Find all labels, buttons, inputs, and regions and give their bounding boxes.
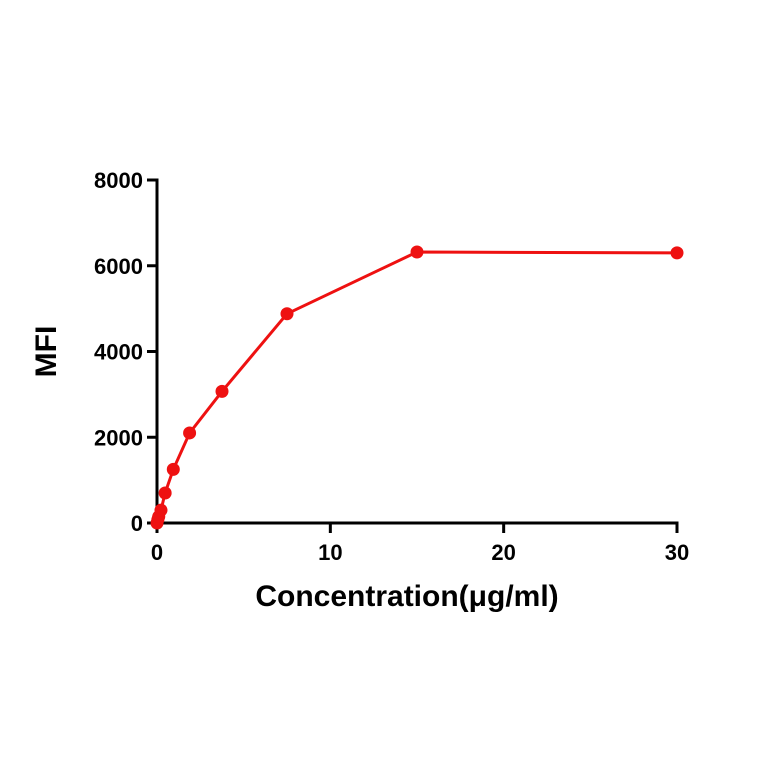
x-tick-label: 10 bbox=[318, 540, 342, 565]
x-tick-label: 20 bbox=[491, 540, 515, 565]
x-axis-title: Concentration(μg/ml) bbox=[255, 580, 558, 613]
series-line bbox=[155, 250, 678, 524]
y-tick-label: 2000 bbox=[94, 425, 143, 450]
axes bbox=[155, 178, 679, 525]
x-tick-label: 0 bbox=[151, 540, 163, 565]
data-point bbox=[670, 246, 684, 260]
y-tick-label: 4000 bbox=[94, 340, 143, 365]
y-ticks: 0 2000 4000 6000 8000 bbox=[94, 168, 157, 536]
y-tick-label: 6000 bbox=[94, 254, 143, 279]
data-point bbox=[215, 384, 229, 398]
data-point bbox=[166, 462, 180, 476]
data-point bbox=[280, 307, 294, 321]
data-points bbox=[150, 245, 684, 530]
data-point bbox=[158, 486, 172, 500]
data-point bbox=[183, 426, 197, 440]
y-axis-title: MFI bbox=[30, 326, 63, 378]
y-tick-label: 0 bbox=[131, 511, 143, 536]
data-point bbox=[410, 245, 424, 259]
y-tick-label: 8000 bbox=[94, 168, 143, 193]
data-point bbox=[154, 503, 168, 517]
x-ticks: 0 10 20 30 bbox=[151, 523, 689, 565]
x-tick-label: 30 bbox=[665, 540, 689, 565]
